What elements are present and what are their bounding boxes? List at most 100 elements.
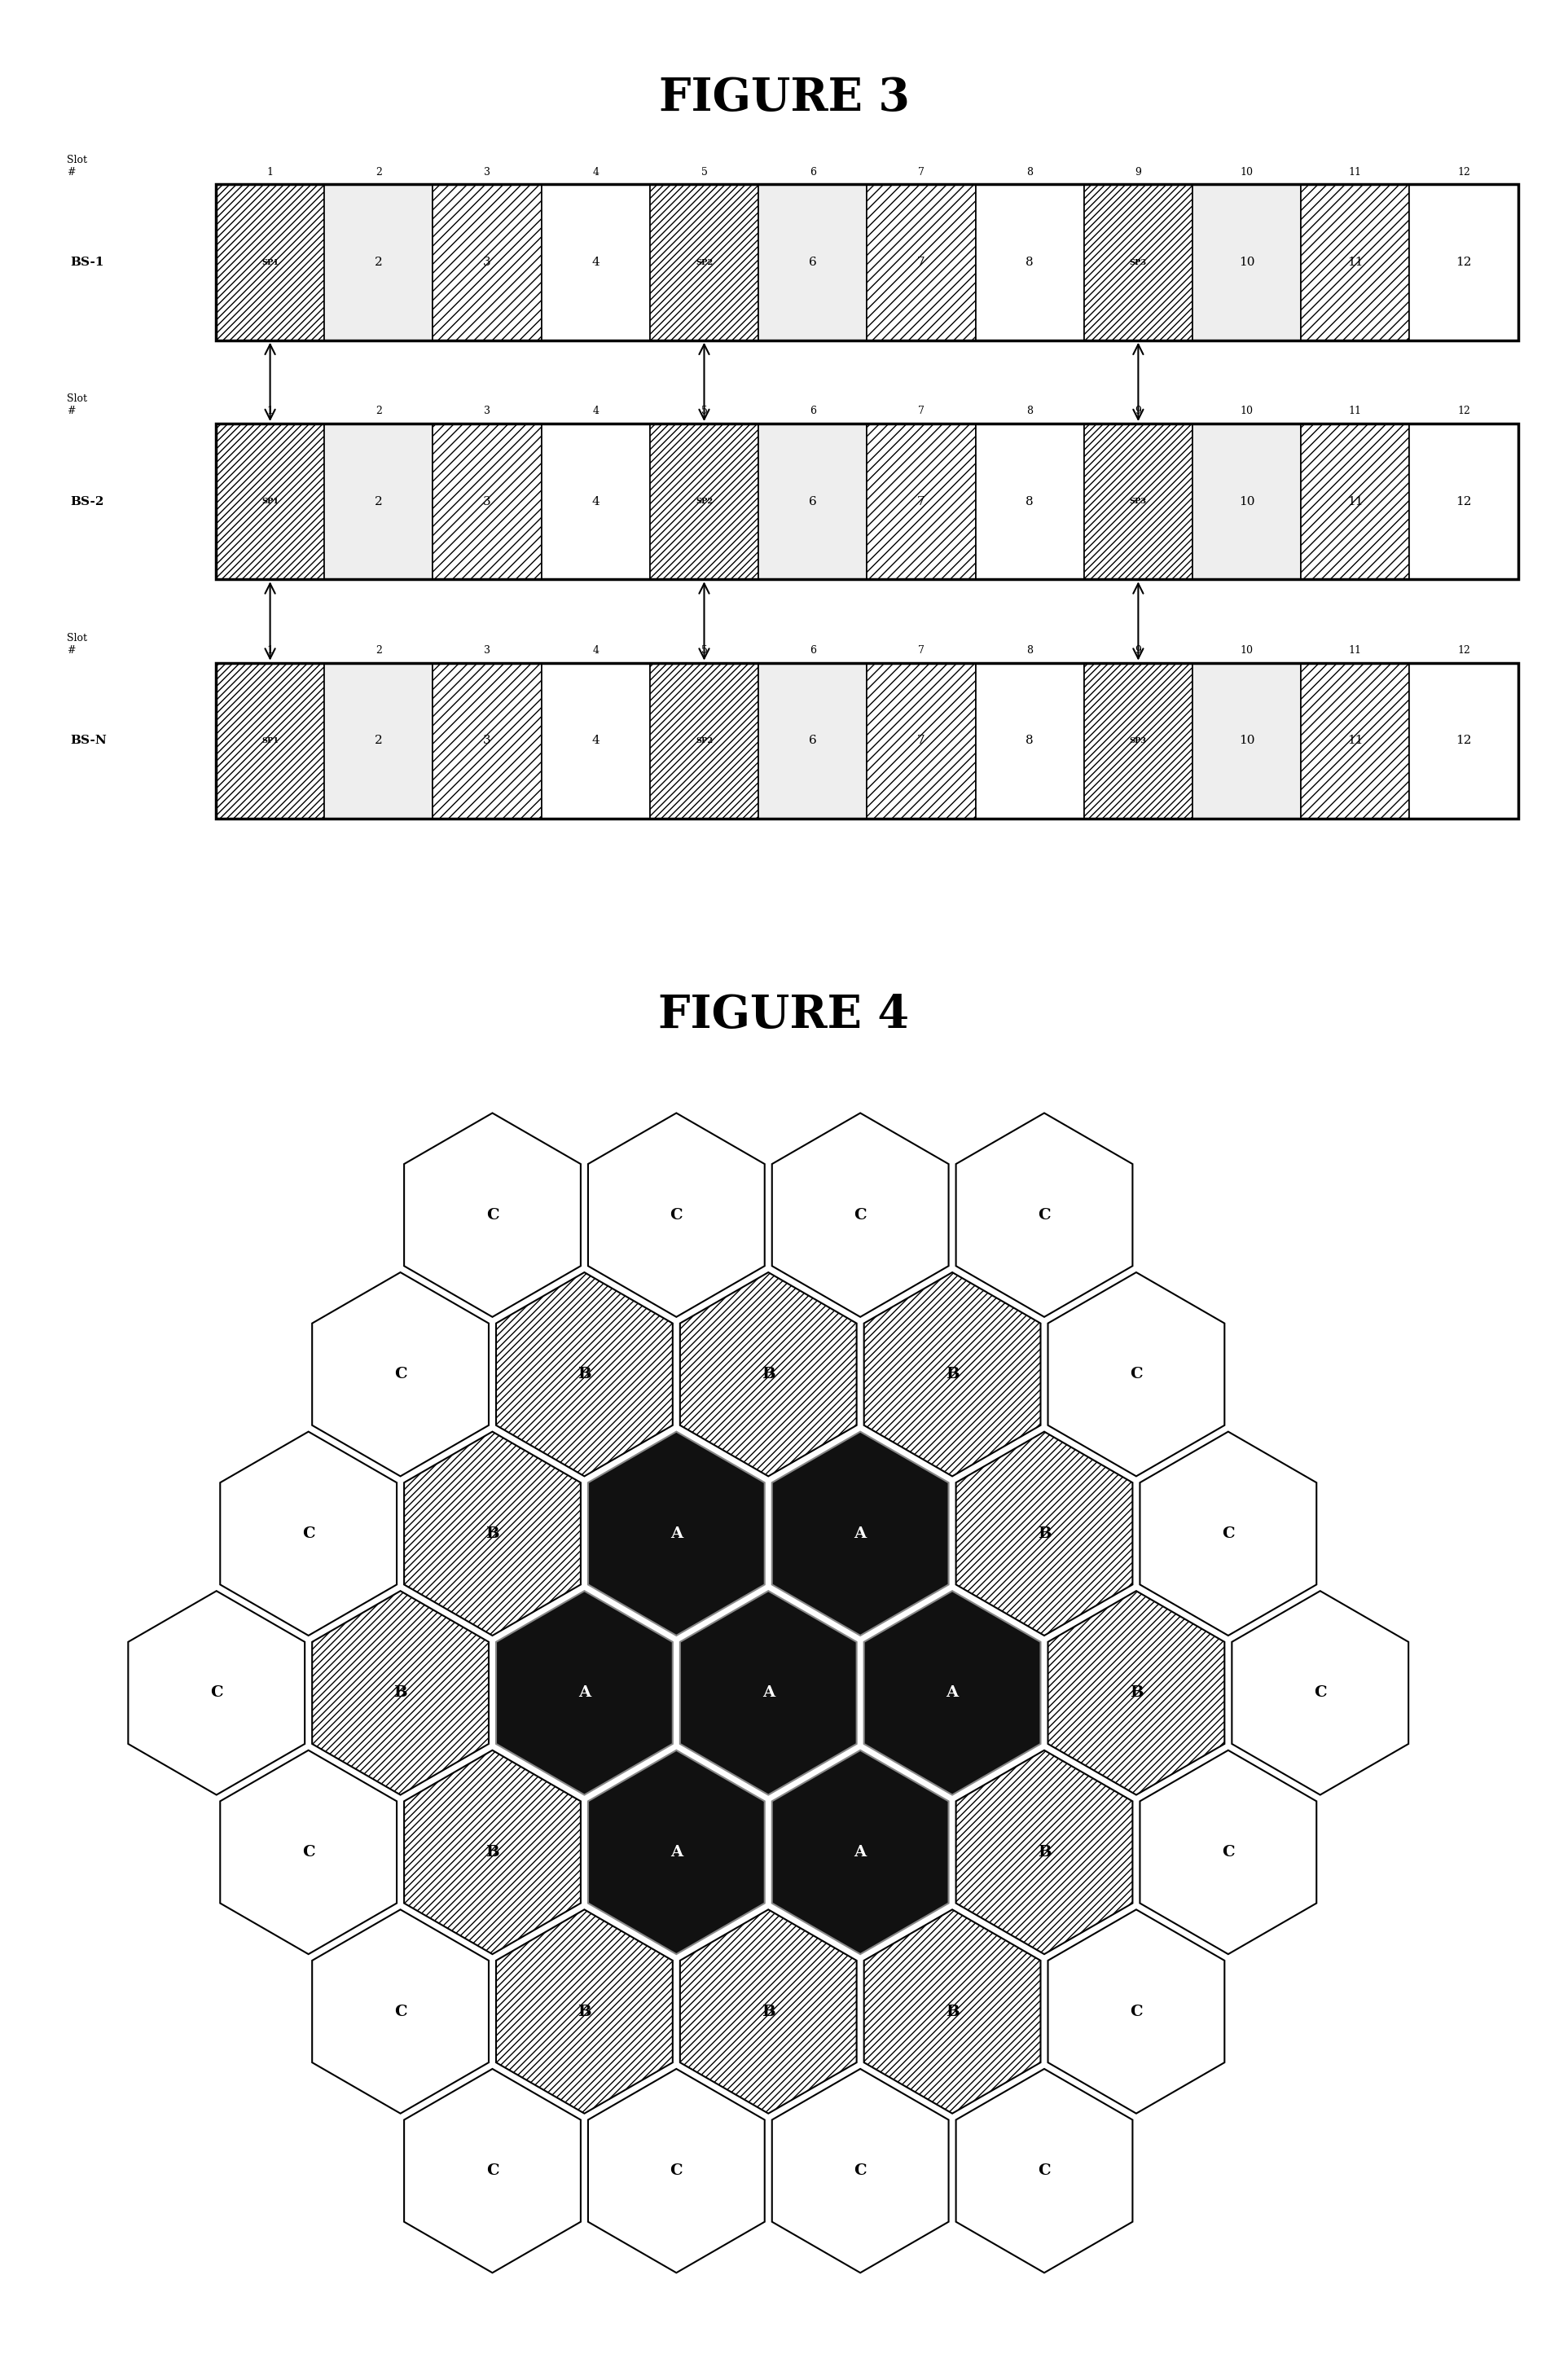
- Text: SP2: SP2: [696, 259, 713, 266]
- Text: BS-1: BS-1: [71, 257, 103, 268]
- Text: 8: 8: [1025, 257, 1033, 268]
- Polygon shape: [588, 2069, 765, 2274]
- Bar: [1193, 423, 1301, 580]
- Polygon shape: [588, 1112, 765, 1316]
- Text: B: B: [394, 1685, 408, 1701]
- Bar: [541, 423, 649, 580]
- Text: 9: 9: [1135, 644, 1142, 656]
- Text: 3: 3: [483, 734, 491, 746]
- Text: 4: 4: [591, 497, 599, 506]
- Text: 1: 1: [267, 644, 273, 656]
- Bar: [1083, 663, 1193, 817]
- Text: 7: 7: [917, 257, 925, 268]
- Bar: [975, 423, 1083, 580]
- Text: 11: 11: [1347, 497, 1363, 506]
- Polygon shape: [771, 1751, 949, 1953]
- Text: Slot
#: Slot #: [67, 154, 88, 178]
- Text: C: C: [1038, 1207, 1051, 1221]
- Polygon shape: [495, 1592, 673, 1794]
- Text: 4: 4: [593, 166, 599, 178]
- Text: B: B: [1038, 1525, 1051, 1542]
- Bar: [1301, 185, 1410, 340]
- Polygon shape: [312, 1910, 489, 2115]
- Text: 2: 2: [375, 734, 383, 746]
- Text: C: C: [1314, 1685, 1327, 1701]
- Text: C: C: [670, 2165, 682, 2179]
- Bar: [1301, 423, 1410, 580]
- Polygon shape: [405, 1751, 580, 1953]
- Bar: [325, 185, 433, 340]
- Text: 1: 1: [267, 166, 273, 178]
- Text: 10: 10: [1240, 406, 1253, 416]
- Text: 6: 6: [809, 644, 815, 656]
- Text: C: C: [394, 1366, 406, 1380]
- Text: A: A: [670, 1525, 682, 1542]
- Polygon shape: [220, 1751, 397, 1953]
- Bar: [541, 663, 649, 817]
- Text: SP3: SP3: [1129, 737, 1146, 744]
- Polygon shape: [956, 2069, 1132, 2274]
- Text: 8: 8: [1025, 497, 1033, 506]
- Polygon shape: [956, 1112, 1132, 1316]
- Text: C: C: [855, 1207, 867, 1221]
- Text: 4: 4: [593, 406, 599, 416]
- Text: A: A: [670, 1844, 682, 1860]
- Polygon shape: [864, 1910, 1041, 2115]
- Bar: [325, 663, 433, 817]
- Polygon shape: [1140, 1433, 1317, 1635]
- Polygon shape: [1232, 1592, 1408, 1794]
- Bar: [759, 185, 867, 340]
- Bar: [216, 185, 325, 340]
- Text: A: A: [855, 1844, 867, 1860]
- Text: 6: 6: [809, 257, 817, 268]
- Bar: [1083, 185, 1193, 340]
- Text: 6: 6: [809, 406, 815, 416]
- Bar: [1410, 423, 1518, 580]
- Polygon shape: [220, 1433, 397, 1635]
- Text: 12: 12: [1455, 257, 1472, 268]
- Bar: [867, 185, 975, 340]
- Text: 7: 7: [917, 734, 925, 746]
- Text: B: B: [486, 1525, 499, 1542]
- Text: C: C: [1131, 1366, 1143, 1380]
- Text: B: B: [1038, 1844, 1051, 1860]
- Polygon shape: [681, 1271, 856, 1475]
- Text: 6: 6: [809, 497, 817, 506]
- Text: 8: 8: [1027, 644, 1033, 656]
- Text: 2: 2: [375, 644, 383, 656]
- Bar: [975, 185, 1083, 340]
- Text: 6: 6: [809, 734, 817, 746]
- Polygon shape: [588, 1433, 765, 1635]
- Bar: [325, 423, 433, 580]
- Text: B: B: [946, 2005, 960, 2020]
- Text: 2: 2: [375, 166, 383, 178]
- Bar: [1083, 423, 1193, 580]
- Polygon shape: [405, 2069, 580, 2274]
- Bar: [541, 185, 649, 340]
- Text: B: B: [1129, 1685, 1143, 1701]
- Text: B: B: [946, 1366, 960, 1380]
- Text: 12: 12: [1455, 734, 1472, 746]
- Text: 4: 4: [591, 734, 599, 746]
- Text: 9: 9: [1135, 166, 1142, 178]
- Text: 4: 4: [591, 257, 599, 268]
- Text: 5: 5: [701, 644, 707, 656]
- Text: C: C: [1221, 1525, 1234, 1542]
- Text: 11: 11: [1347, 734, 1363, 746]
- Text: B: B: [762, 2005, 775, 2020]
- Bar: [1193, 185, 1301, 340]
- Bar: [216, 185, 1518, 340]
- Text: B: B: [762, 1366, 775, 1380]
- Polygon shape: [495, 1271, 673, 1475]
- Polygon shape: [864, 1271, 1041, 1475]
- Polygon shape: [771, 1433, 949, 1635]
- Bar: [867, 663, 975, 817]
- Text: 12: 12: [1457, 644, 1471, 656]
- Text: 2: 2: [375, 406, 383, 416]
- Text: 7: 7: [917, 166, 925, 178]
- Polygon shape: [956, 1433, 1132, 1635]
- Polygon shape: [312, 1592, 489, 1794]
- Text: 11: 11: [1348, 644, 1361, 656]
- Polygon shape: [495, 1910, 673, 2115]
- Text: 5: 5: [701, 166, 707, 178]
